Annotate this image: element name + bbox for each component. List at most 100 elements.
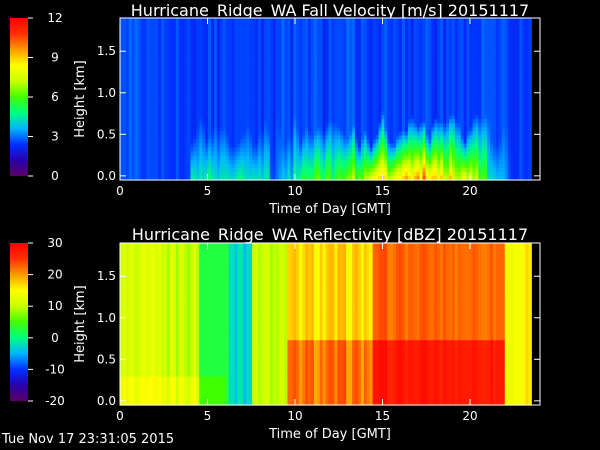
heatmap-cell: [122, 103, 127, 108]
heatmap-cell: [190, 30, 195, 35]
heatmap-cell: [167, 115, 171, 120]
heatmap-cell: [169, 86, 174, 92]
heatmap-cell: [184, 70, 189, 76]
heatmap-cell: [134, 139, 139, 145]
heatmap-cell: [219, 151, 224, 157]
heatmap-cell: [149, 175, 153, 181]
heatmap-cell: [143, 167, 148, 173]
heatmap-cell: [152, 167, 156, 173]
heatmap-cell: [255, 135, 259, 141]
heatmap-cell: [149, 62, 153, 68]
heatmap-cell: [240, 99, 244, 104]
heatmap-cell: [222, 159, 227, 165]
heatmap-cell: [258, 171, 262, 177]
heatmap-cell: [261, 42, 265, 47]
heatmap-cell: [146, 151, 150, 157]
heatmap-cell: [240, 159, 244, 165]
heatmap-cell: [208, 143, 212, 149]
heatmap-cell: [125, 86, 130, 92]
heatmap-cell: [190, 58, 195, 64]
heatmap-cell: [234, 70, 239, 76]
heatmap-cell: [193, 58, 197, 64]
heatmap-cell: [137, 46, 142, 51]
heatmap-cell: [228, 34, 233, 39]
heatmap-cell: [193, 135, 197, 141]
heatmap-cell: [175, 103, 180, 108]
heatmap-cell: [155, 54, 159, 60]
heatmap-cell: [237, 107, 242, 112]
heatmap-cell: [134, 103, 139, 108]
heatmap-cell: [193, 90, 197, 96]
heatmap-cell: [222, 103, 227, 108]
heatmap-cell: [190, 34, 195, 39]
heatmap-cell: [120, 94, 124, 100]
heatmap-cell: [219, 62, 224, 68]
heatmap-cell: [140, 74, 145, 80]
heatmap-cell: [231, 123, 236, 128]
heatmap-cell: [125, 38, 130, 43]
heatmap-cell: [169, 54, 174, 60]
heatmap-cell: [255, 26, 259, 31]
heatmap-cell: [228, 135, 233, 141]
heatmap-cell: [184, 151, 189, 157]
heatmap-cell: [169, 175, 174, 181]
heatmap-cell: [161, 82, 165, 88]
heatmap-cell: [193, 151, 197, 157]
heatmap-cell: [178, 42, 183, 47]
heatmap-cell: [158, 107, 162, 112]
heatmap-cell: [258, 119, 262, 124]
heatmap-cell: [240, 54, 244, 60]
heatmap-cell: [249, 139, 253, 145]
heatmap-cell: [167, 22, 171, 27]
heatmap-cell: [228, 119, 233, 124]
heatmap-cell: [208, 22, 212, 27]
heatmap-cell: [167, 94, 171, 100]
heatmap-cell: [149, 42, 153, 47]
heatmap-cell: [219, 119, 224, 124]
heatmap-cell: [193, 30, 197, 35]
heatmap-cell: [158, 103, 162, 108]
heatmap-cell: [140, 94, 145, 100]
heatmap-cell: [193, 171, 197, 177]
heatmap-cell: [122, 175, 127, 181]
heatmap-cell: [178, 30, 183, 35]
heatmap-cell: [205, 159, 209, 165]
heatmap-cell: [134, 147, 139, 153]
heatmap-cell: [190, 119, 195, 124]
heatmap-cell: [175, 86, 180, 92]
heatmap-cell: [225, 107, 230, 112]
heatmap-cell: [258, 103, 262, 108]
heatmap-cell: [190, 22, 195, 27]
heatmap-cell: [167, 58, 171, 64]
heatmap-cell: [137, 90, 142, 96]
heatmap-cell: [258, 107, 262, 112]
heatmap-cell: [167, 18, 171, 23]
heatmap-cell: [149, 46, 153, 51]
heatmap-cell: [122, 151, 127, 157]
fall-velocity-colorbar: [10, 18, 28, 176]
heatmap-cell: [216, 115, 221, 120]
heatmap-cell: [152, 111, 156, 116]
heatmap-cell: [184, 30, 189, 35]
heatmap-cell: [131, 22, 136, 27]
heatmap-cell: [234, 34, 239, 39]
heatmap-cell: [202, 127, 206, 132]
heatmap-cell: [190, 50, 195, 56]
heatmap-cell: [240, 66, 244, 72]
heatmap-cell: [164, 99, 168, 104]
heatmap-cell: [190, 151, 195, 157]
heatmap-cell: [122, 58, 127, 64]
heatmap-cell: [152, 34, 156, 39]
heatmap-cell: [161, 115, 165, 120]
heatmap-cell: [258, 175, 262, 181]
heatmap-cell: [208, 90, 212, 96]
heatmap-cell: [219, 111, 224, 116]
heatmap-cell: [193, 139, 197, 145]
heatmap-cell: [225, 111, 230, 116]
heatmap-cell: [249, 86, 253, 92]
heatmap-cell: [158, 139, 162, 145]
heatmap-cell: [208, 78, 212, 84]
heatmap-cell: [255, 34, 259, 39]
heatmap-cell: [140, 163, 145, 169]
heatmap-cell: [249, 58, 253, 64]
